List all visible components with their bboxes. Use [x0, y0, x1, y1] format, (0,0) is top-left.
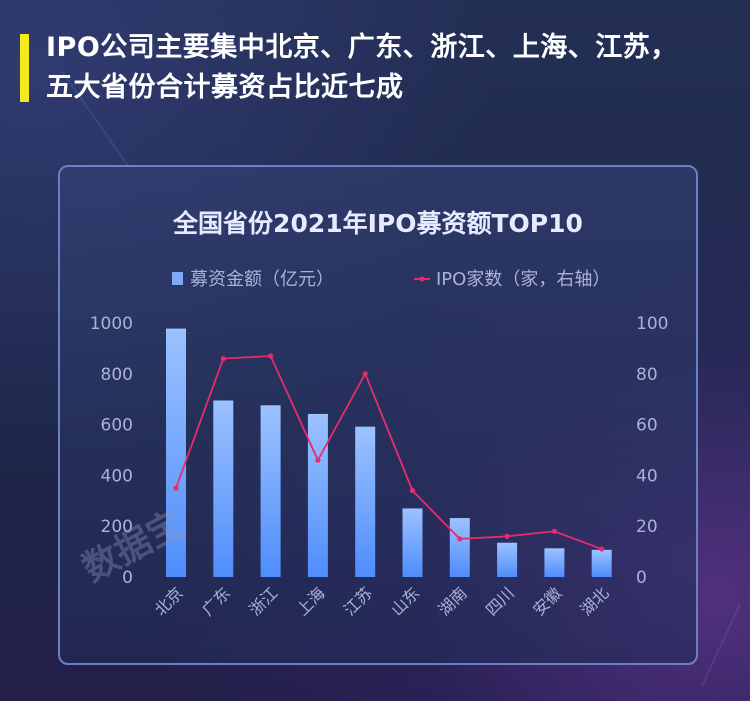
- left-tick-label: 400: [101, 466, 133, 486]
- bar: [402, 508, 423, 577]
- legend-bar-label: 募资金额（亿元）: [190, 269, 334, 290]
- x-tick-label: 湖北: [576, 583, 612, 619]
- line-point: [315, 457, 321, 463]
- x-tick-label: 湖南: [435, 583, 471, 619]
- legend-line-label: IPO家数（家，右轴）: [436, 269, 610, 290]
- left-axis: 0 200 400 600 800 1000: [90, 314, 133, 588]
- right-tick-label: 20: [636, 517, 658, 537]
- x-tick-label: 安徽: [529, 583, 565, 619]
- line-point: [409, 488, 416, 494]
- title-accent-bar: [20, 34, 29, 102]
- bar: [497, 542, 518, 577]
- right-tick-label: 40: [636, 466, 658, 486]
- page-title-line-2: 五大省份合计募资占比近七成: [46, 72, 404, 103]
- right-tick-label: 100: [636, 314, 668, 334]
- left-tick-label: 200: [101, 517, 133, 537]
- bar: [260, 405, 281, 577]
- x-tick-label: 浙江: [245, 583, 281, 619]
- x-axis: 北京 广东 浙江 上海 江苏 山东 湖南 四川 安徽 湖北: [151, 583, 613, 619]
- bar: [307, 413, 328, 577]
- right-tick-label: 60: [636, 416, 658, 436]
- left-tick-label: 600: [101, 416, 133, 436]
- page-title-line-1: IPO公司主要集中北京、广东、浙江、上海、江苏，: [46, 32, 678, 63]
- chart-title: 全国省份2021年IPO募资额TOP10: [172, 209, 583, 238]
- x-tick-label: 山东: [387, 583, 423, 619]
- line-point: [599, 546, 605, 552]
- bar: [213, 400, 234, 577]
- line-point: [362, 371, 368, 377]
- x-tick-label: 广东: [198, 583, 234, 619]
- line-point: [268, 353, 274, 359]
- x-tick-label: 北京: [151, 583, 187, 619]
- bar: [449, 518, 470, 577]
- legend-line-marker: [419, 276, 425, 282]
- bar: [544, 548, 565, 577]
- bar: [166, 328, 186, 577]
- line-series: [173, 353, 605, 552]
- bar: [591, 549, 612, 577]
- chart-panel: [58, 165, 698, 665]
- x-tick-label: 上海: [293, 583, 329, 619]
- line-point: [504, 533, 510, 539]
- bar-series: [166, 328, 612, 577]
- page-title: IPO公司主要集中北京、广东、浙江、上海、江苏， 五大省份合计募资占比近七成: [46, 28, 746, 108]
- x-tick-label: 四川: [482, 583, 518, 619]
- line-path: [175, 355, 603, 550]
- line-point: [551, 528, 558, 534]
- bar: [355, 426, 376, 577]
- right-axis: 0 20 40 60 80 100: [636, 314, 668, 588]
- right-tick-label: 80: [636, 365, 658, 385]
- line-point: [173, 485, 179, 491]
- line-point: [457, 536, 463, 542]
- line-point: [220, 355, 226, 362]
- left-tick-label: 0: [122, 568, 133, 588]
- legend-bar-swatch: [172, 272, 183, 285]
- x-tick-label: 江苏: [340, 583, 376, 619]
- left-tick-label: 800: [101, 365, 133, 385]
- left-tick-label: 1000: [90, 314, 133, 334]
- right-tick-label: 0: [636, 568, 647, 588]
